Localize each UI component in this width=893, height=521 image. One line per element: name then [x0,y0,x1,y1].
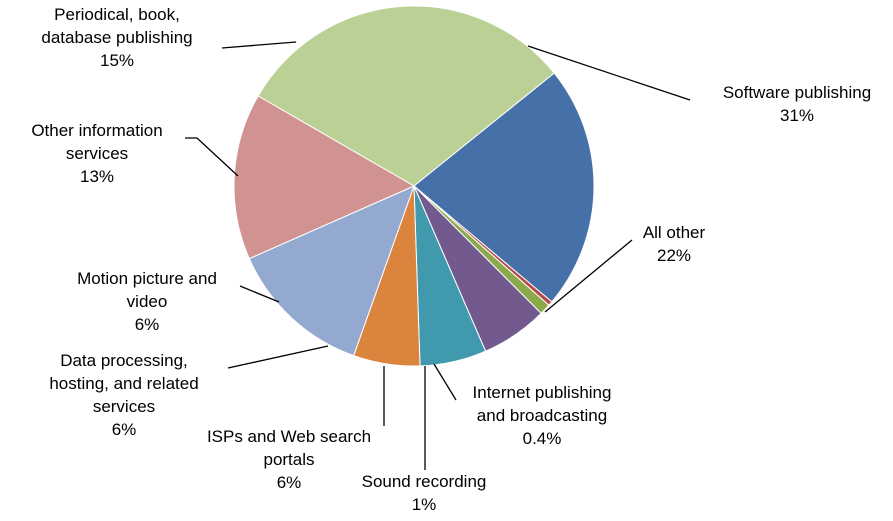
slice-label-line: Data processing, [60,351,188,370]
slice-label-line: database publishing [41,28,192,47]
slice-percent: 13% [80,167,114,186]
pie-slice-all-other [413,72,595,303]
pie-slice-periodical-book-database-publishing [233,95,416,260]
slice-label-line: and broadcasting [477,406,607,425]
slice-percent: 6% [135,315,160,334]
slice-label-motion-picture-and-video: Motion picture and video 6% [77,269,217,334]
slice-percent: 6% [112,420,137,439]
slice-label-line: Periodical, book, [54,5,180,24]
slice-label-line: Motion picture and [77,269,217,288]
leader-line-motion-picture-and-video [239,285,280,303]
pie-slices [233,5,595,367]
slice-percent: 0.4% [523,429,562,448]
slice-labels: Software publishing 31% All other 22% Intern… [31,5,871,514]
slice-label-internet-publishing-and-broadcasting: Internet publishing and broadcasting 0.4% [473,383,612,448]
slice-label-line: Other information [31,121,162,140]
slice-label-line: All other [643,223,706,242]
slice-percent: 31% [780,106,814,125]
slice-label-data-processing-hosting-and-related-services: Data processing, hosting, and related serv… [49,351,198,439]
pie-slice-software-publishing [257,5,555,187]
slice-label-software-publishing: Software publishing 31% [723,83,871,125]
slice-label-all-other: All other 22% [643,223,706,265]
slice-label-isps-and-web-search-portals: ISPs and Web search portals 6% [207,427,371,492]
leader-line-periodical-book-database-publishing [221,41,297,49]
slice-label-line: services [66,144,128,163]
leader-lines [185,41,691,470]
pie-slice-other-information-services [248,185,415,357]
slice-label-line: Software publishing [723,83,871,102]
slice-label-periodical-book-database-publishing: Periodical, book, database publishing 15% [41,5,192,70]
slice-label-sound-recording: Sound recording 1% [362,472,487,514]
slice-label-line: Internet publishing [473,383,612,402]
leader-line-data-processing-hosting-and-related-services [227,345,329,369]
slice-label-line: video [127,292,168,311]
leader-line-software-publishing [527,45,691,101]
slice-label-line: hosting, and related [49,374,198,393]
slice-label-line: ISPs and Web search [207,427,371,446]
slice-label-line: portals [263,450,314,469]
slice-percent: 22% [657,246,691,265]
slice-percent: 6% [277,473,302,492]
leader-line-other-information-services [185,137,239,177]
slice-percent: 15% [100,51,134,70]
leader-line-all-other [544,239,633,313]
slice-label-line: Sound recording [362,472,487,491]
leader-line-internet-publishing-and-broadcasting [433,363,457,401]
slice-label-line: services [93,397,155,416]
slice-label-other-information-services: Other information services 13% [31,121,162,186]
slice-percent: 1% [412,495,437,514]
